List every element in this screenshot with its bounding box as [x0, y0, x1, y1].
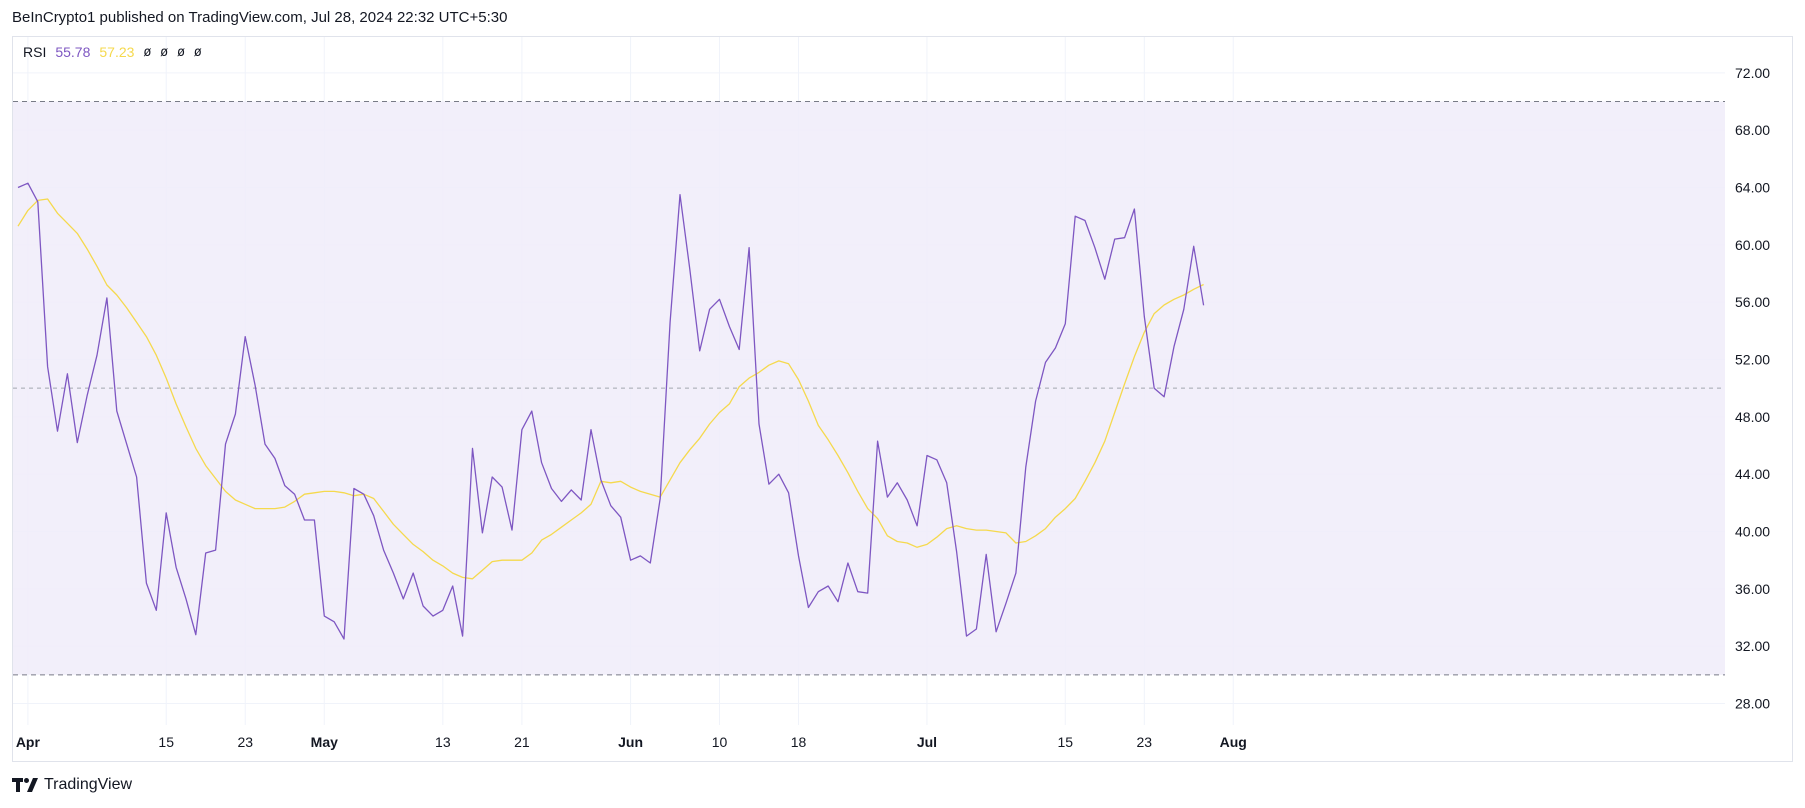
legend-na-value: ø [193, 44, 202, 60]
indicator-legend[interactable]: RSI 55.78 57.23 ø ø ø ø [23, 44, 202, 60]
rsi-ma-line [17, 198, 1204, 580]
y-tick-label: 28.00 [1735, 696, 1770, 712]
legend-rsi-value: 55.78 [55, 44, 91, 60]
x-tick-label: 23 [1137, 734, 1153, 750]
y-tick-label: 32.00 [1735, 638, 1770, 654]
x-tick-label: Apr [16, 734, 41, 750]
chart-frame [12, 36, 1793, 762]
y-tick-label: 60.00 [1735, 237, 1770, 253]
y-tick-label: 48.00 [1735, 409, 1770, 425]
x-tick-label: 18 [791, 734, 807, 750]
x-tick-label: 23 [237, 734, 253, 750]
y-tick-label: 64.00 [1735, 180, 1770, 196]
y-tick-label: 36.00 [1735, 581, 1770, 597]
x-tick-label: May [311, 734, 338, 750]
y-tick-label: 68.00 [1735, 122, 1770, 138]
legend-ma-value: 57.23 [99, 44, 135, 60]
legend-na-value: ø [160, 44, 169, 60]
rsi-band-lines [13, 101, 1725, 676]
rsi-line [17, 182, 1205, 640]
y-tick-label: 72.00 [1735, 65, 1770, 81]
x-tick-label: 15 [158, 734, 174, 750]
y-tick-label: 40.00 [1735, 524, 1770, 540]
x-axis: Apr 15 23 May 13 21 Jun 10 18 Jul 15 23 Aug [16, 734, 1247, 750]
legend-na-value: ø [177, 44, 185, 60]
legend-indicator-name: RSI [23, 44, 47, 60]
tradingview-logo-icon [12, 778, 38, 792]
x-tick-label: Jul [917, 734, 937, 750]
legend-na-value: ø [143, 44, 152, 60]
x-tick-label: 10 [712, 734, 728, 750]
x-tick-label: 15 [1057, 734, 1073, 750]
tradingview-logo[interactable]: TradingView [12, 776, 132, 794]
y-tick-label: 56.00 [1735, 294, 1770, 310]
x-tick-label: Jun [618, 734, 643, 750]
x-tick-label: 13 [435, 734, 451, 750]
y-tick-label: 44.00 [1735, 466, 1770, 482]
publisher-caption: BeInCrypto1 published on TradingView.com… [12, 9, 508, 26]
y-axis: 72.00 68.00 64.00 60.00 56.00 52.00 48.00 44.00… [1735, 65, 1770, 712]
series-layer [17, 182, 1205, 640]
x-tick-label: Aug [1220, 734, 1247, 750]
x-tick-label: 21 [514, 734, 530, 750]
footer-brand: TradingView [44, 776, 133, 793]
y-tick-label: 52.00 [1735, 352, 1770, 368]
